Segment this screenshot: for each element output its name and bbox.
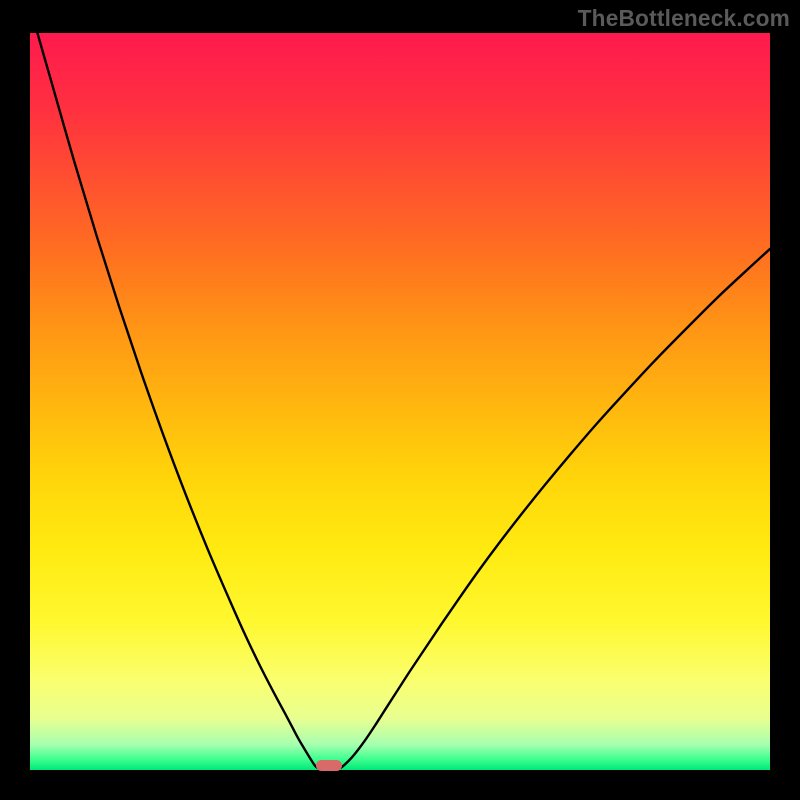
canvas: TheBottleneck.com — [0, 0, 800, 800]
plot-area — [30, 33, 770, 770]
minimum-marker — [316, 760, 341, 771]
watermark-text: TheBottleneck.com — [578, 5, 790, 32]
